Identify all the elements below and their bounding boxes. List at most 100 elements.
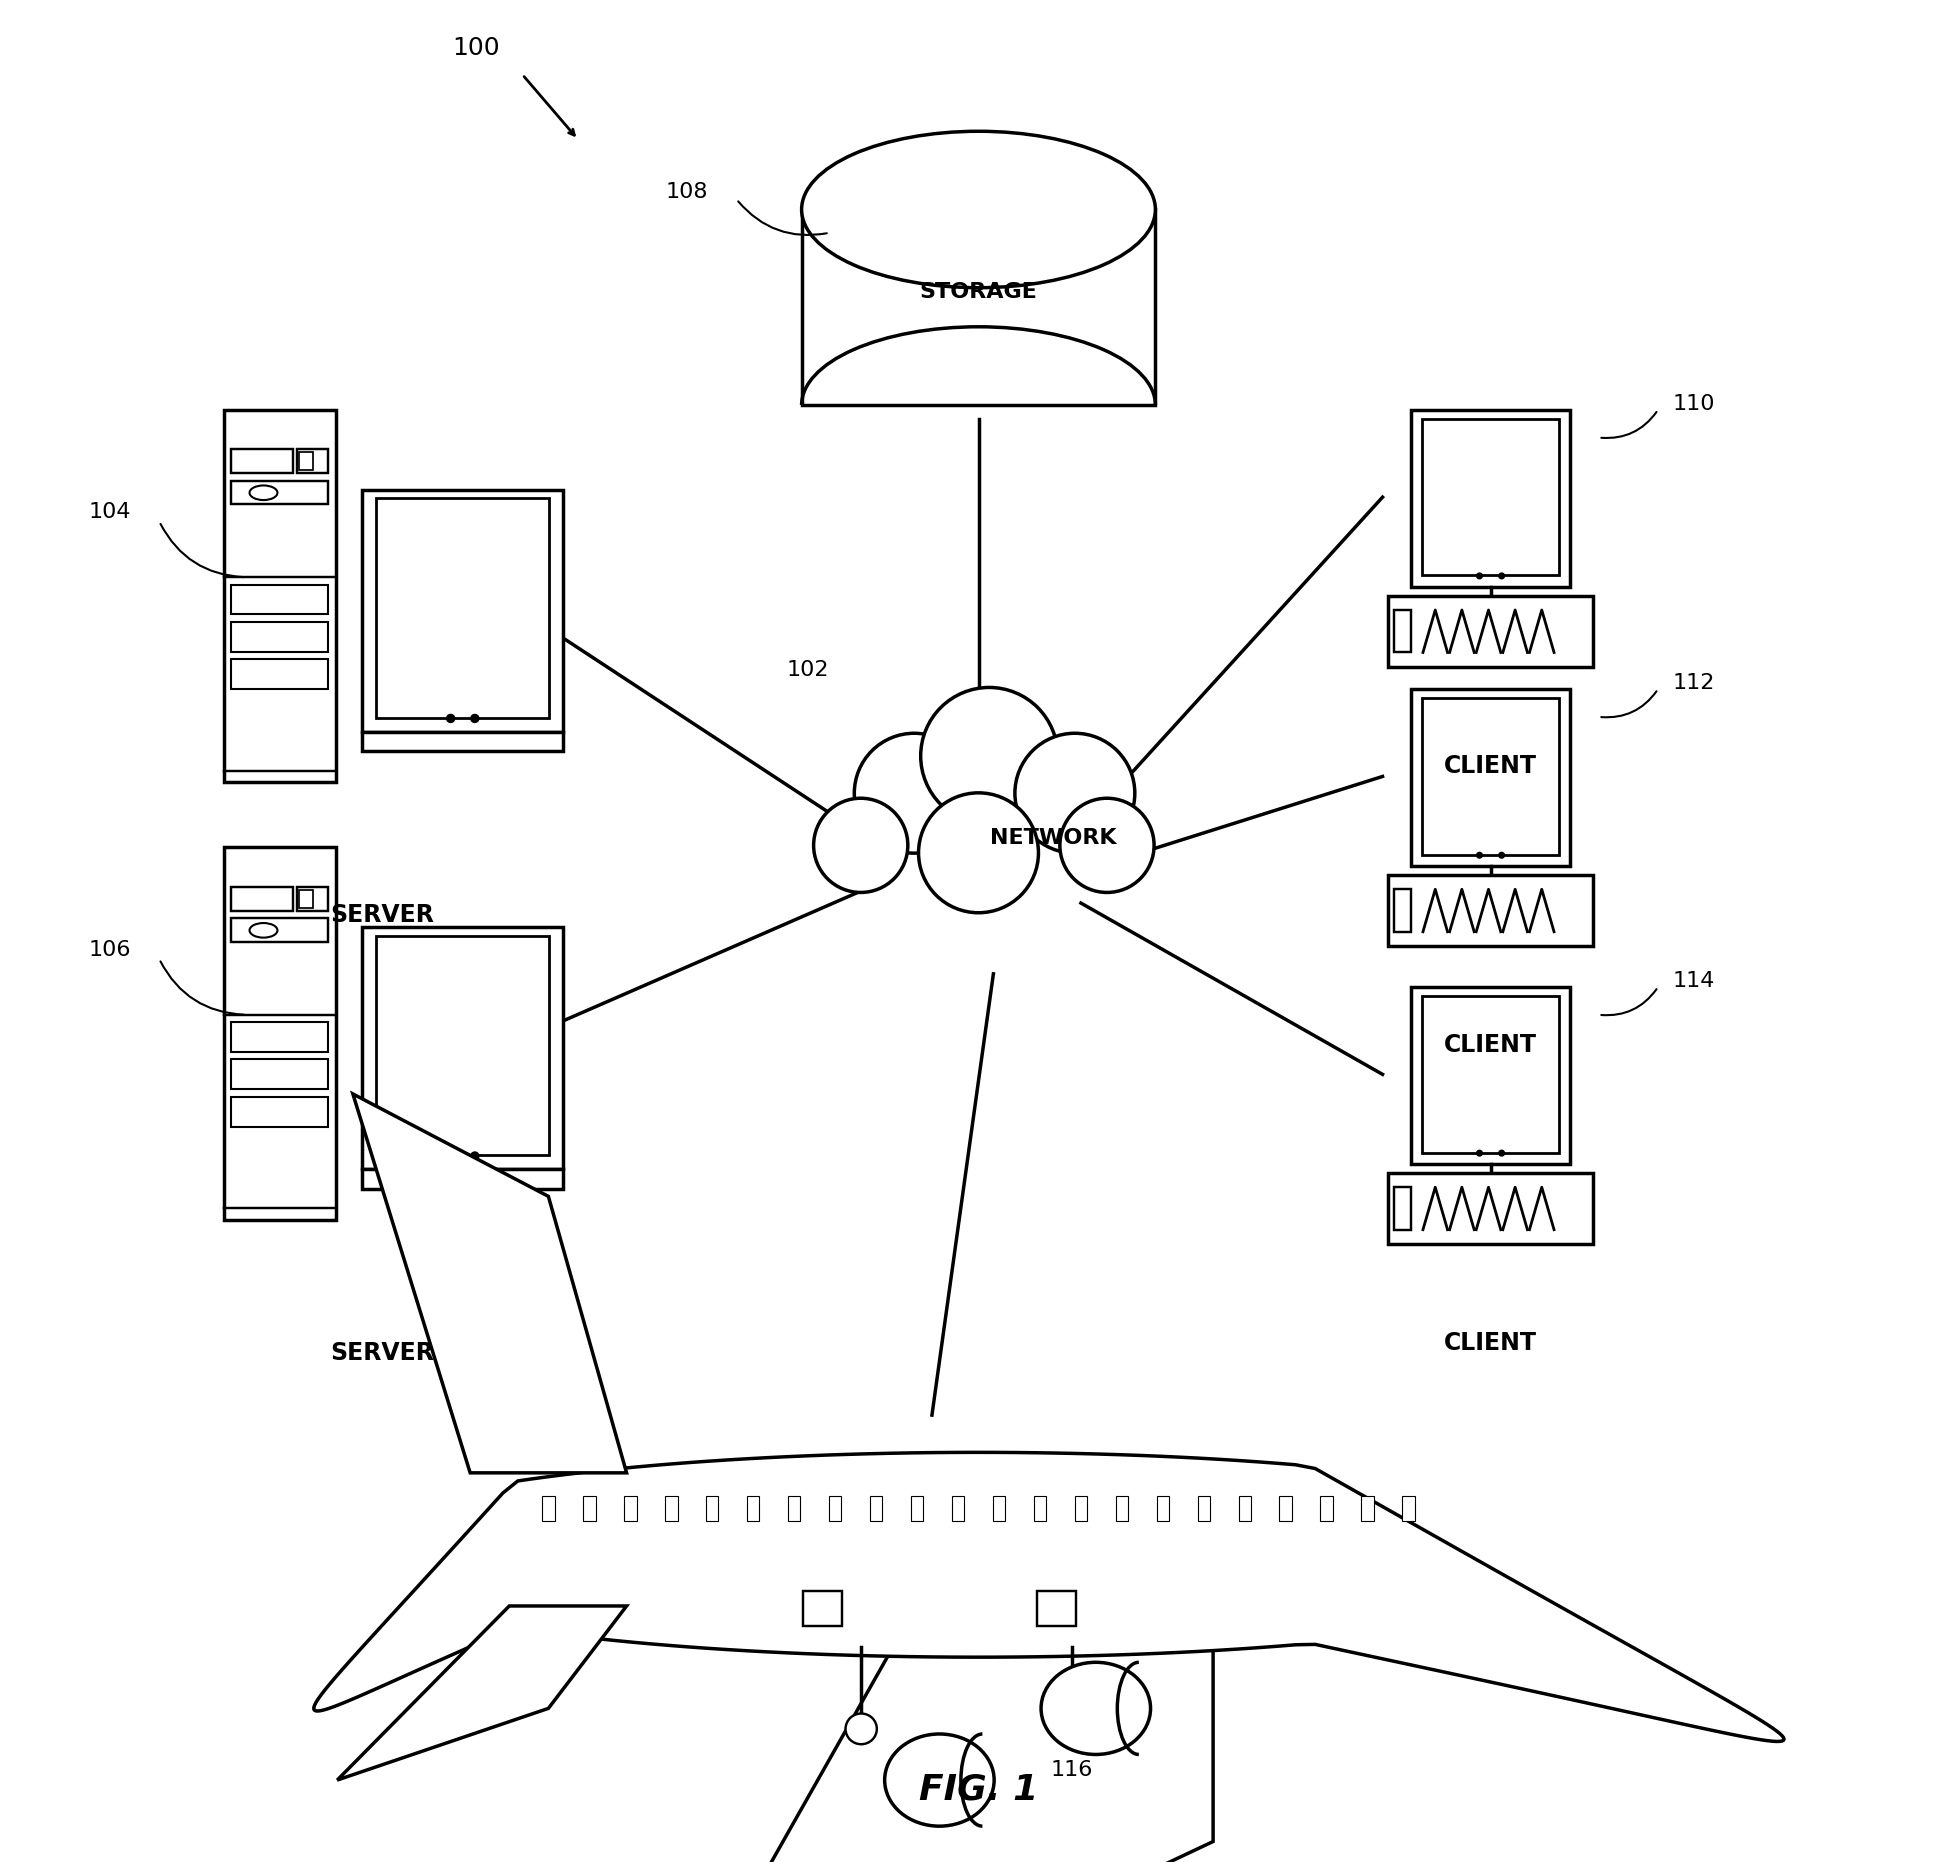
Circle shape xyxy=(920,687,1057,825)
Bar xyxy=(362,1169,564,1188)
Circle shape xyxy=(855,734,975,853)
Bar xyxy=(789,1497,800,1521)
Text: 112: 112 xyxy=(1673,674,1716,693)
Bar xyxy=(1411,987,1570,1164)
Bar xyxy=(225,410,337,782)
Circle shape xyxy=(918,793,1039,912)
Polygon shape xyxy=(337,1605,626,1780)
Bar xyxy=(1388,596,1593,667)
Bar xyxy=(624,1497,636,1521)
Bar xyxy=(362,490,564,732)
Bar xyxy=(1388,875,1593,946)
Bar xyxy=(665,1497,677,1521)
Ellipse shape xyxy=(802,132,1155,289)
Bar xyxy=(1393,1188,1411,1229)
Text: CLIENT: CLIENT xyxy=(1444,1033,1536,1058)
Bar xyxy=(231,659,329,689)
Text: 114: 114 xyxy=(1673,972,1716,991)
Bar xyxy=(231,449,292,473)
Bar xyxy=(1198,1497,1209,1521)
Bar xyxy=(376,937,550,1154)
Text: FIG. 1: FIG. 1 xyxy=(920,1773,1037,1806)
Text: 100: 100 xyxy=(452,35,499,60)
Bar xyxy=(231,1059,329,1089)
Circle shape xyxy=(446,1153,454,1160)
Text: STORAGE: STORAGE xyxy=(920,283,1037,302)
Text: NETWORK: NETWORK xyxy=(990,829,1115,847)
Bar xyxy=(992,1497,1006,1521)
Circle shape xyxy=(1478,853,1481,858)
Bar xyxy=(1115,1497,1127,1521)
Bar xyxy=(225,847,337,1220)
Circle shape xyxy=(446,715,454,722)
Bar xyxy=(910,1497,924,1521)
Bar xyxy=(1388,1173,1593,1244)
Bar xyxy=(362,732,564,750)
Bar xyxy=(1423,698,1558,855)
Circle shape xyxy=(472,715,479,722)
Text: CLIENT: CLIENT xyxy=(1444,1331,1536,1356)
Bar xyxy=(299,890,313,909)
Bar xyxy=(869,1497,883,1521)
Bar xyxy=(231,480,329,505)
Text: 106: 106 xyxy=(88,940,131,959)
Ellipse shape xyxy=(1041,1663,1151,1754)
Bar xyxy=(1157,1497,1168,1521)
Text: SERVER: SERVER xyxy=(331,903,434,927)
Text: SERVER: SERVER xyxy=(331,1341,434,1365)
Circle shape xyxy=(1478,573,1481,579)
Circle shape xyxy=(472,1153,479,1160)
Bar xyxy=(1239,1497,1251,1521)
Bar xyxy=(748,1497,759,1521)
Bar xyxy=(1411,689,1570,866)
Bar xyxy=(583,1497,595,1521)
Bar xyxy=(951,1497,965,1521)
Bar xyxy=(231,918,329,942)
Ellipse shape xyxy=(250,924,278,938)
Text: 108: 108 xyxy=(665,182,708,201)
Bar xyxy=(297,886,329,911)
Bar xyxy=(1037,1590,1076,1627)
Bar xyxy=(1321,1497,1333,1521)
Circle shape xyxy=(1499,573,1505,579)
Ellipse shape xyxy=(885,1734,994,1827)
Bar xyxy=(231,1097,329,1127)
Bar xyxy=(231,886,292,911)
Bar xyxy=(1074,1497,1088,1521)
Bar xyxy=(1280,1497,1292,1521)
Text: 104: 104 xyxy=(88,503,131,521)
Bar xyxy=(231,1022,329,1052)
Bar xyxy=(1423,996,1558,1153)
Circle shape xyxy=(1499,853,1505,858)
Circle shape xyxy=(1016,734,1135,853)
Bar xyxy=(1362,1497,1374,1521)
Bar xyxy=(297,449,329,473)
Bar xyxy=(1393,890,1411,931)
Text: 110: 110 xyxy=(1673,395,1716,413)
Bar xyxy=(1033,1497,1047,1521)
Ellipse shape xyxy=(1057,1713,1088,1745)
Ellipse shape xyxy=(845,1713,877,1745)
Circle shape xyxy=(1478,1151,1481,1156)
Circle shape xyxy=(814,799,908,892)
Bar xyxy=(1411,410,1570,587)
Bar xyxy=(376,499,550,717)
Bar xyxy=(802,1590,842,1627)
Text: 116: 116 xyxy=(1051,1760,1092,1780)
Bar xyxy=(299,452,313,471)
Bar xyxy=(542,1497,554,1521)
Bar xyxy=(362,927,564,1169)
Bar xyxy=(1403,1497,1415,1521)
Bar xyxy=(706,1497,718,1521)
Bar xyxy=(231,585,329,614)
Polygon shape xyxy=(313,1452,1785,1741)
Bar xyxy=(1423,419,1558,575)
Circle shape xyxy=(1061,799,1155,892)
Bar xyxy=(1393,611,1411,652)
Polygon shape xyxy=(352,1095,626,1473)
Text: 102: 102 xyxy=(787,659,830,680)
Text: CLIENT: CLIENT xyxy=(1444,754,1536,778)
Bar xyxy=(231,622,329,652)
Circle shape xyxy=(1499,1151,1505,1156)
Ellipse shape xyxy=(250,486,278,501)
